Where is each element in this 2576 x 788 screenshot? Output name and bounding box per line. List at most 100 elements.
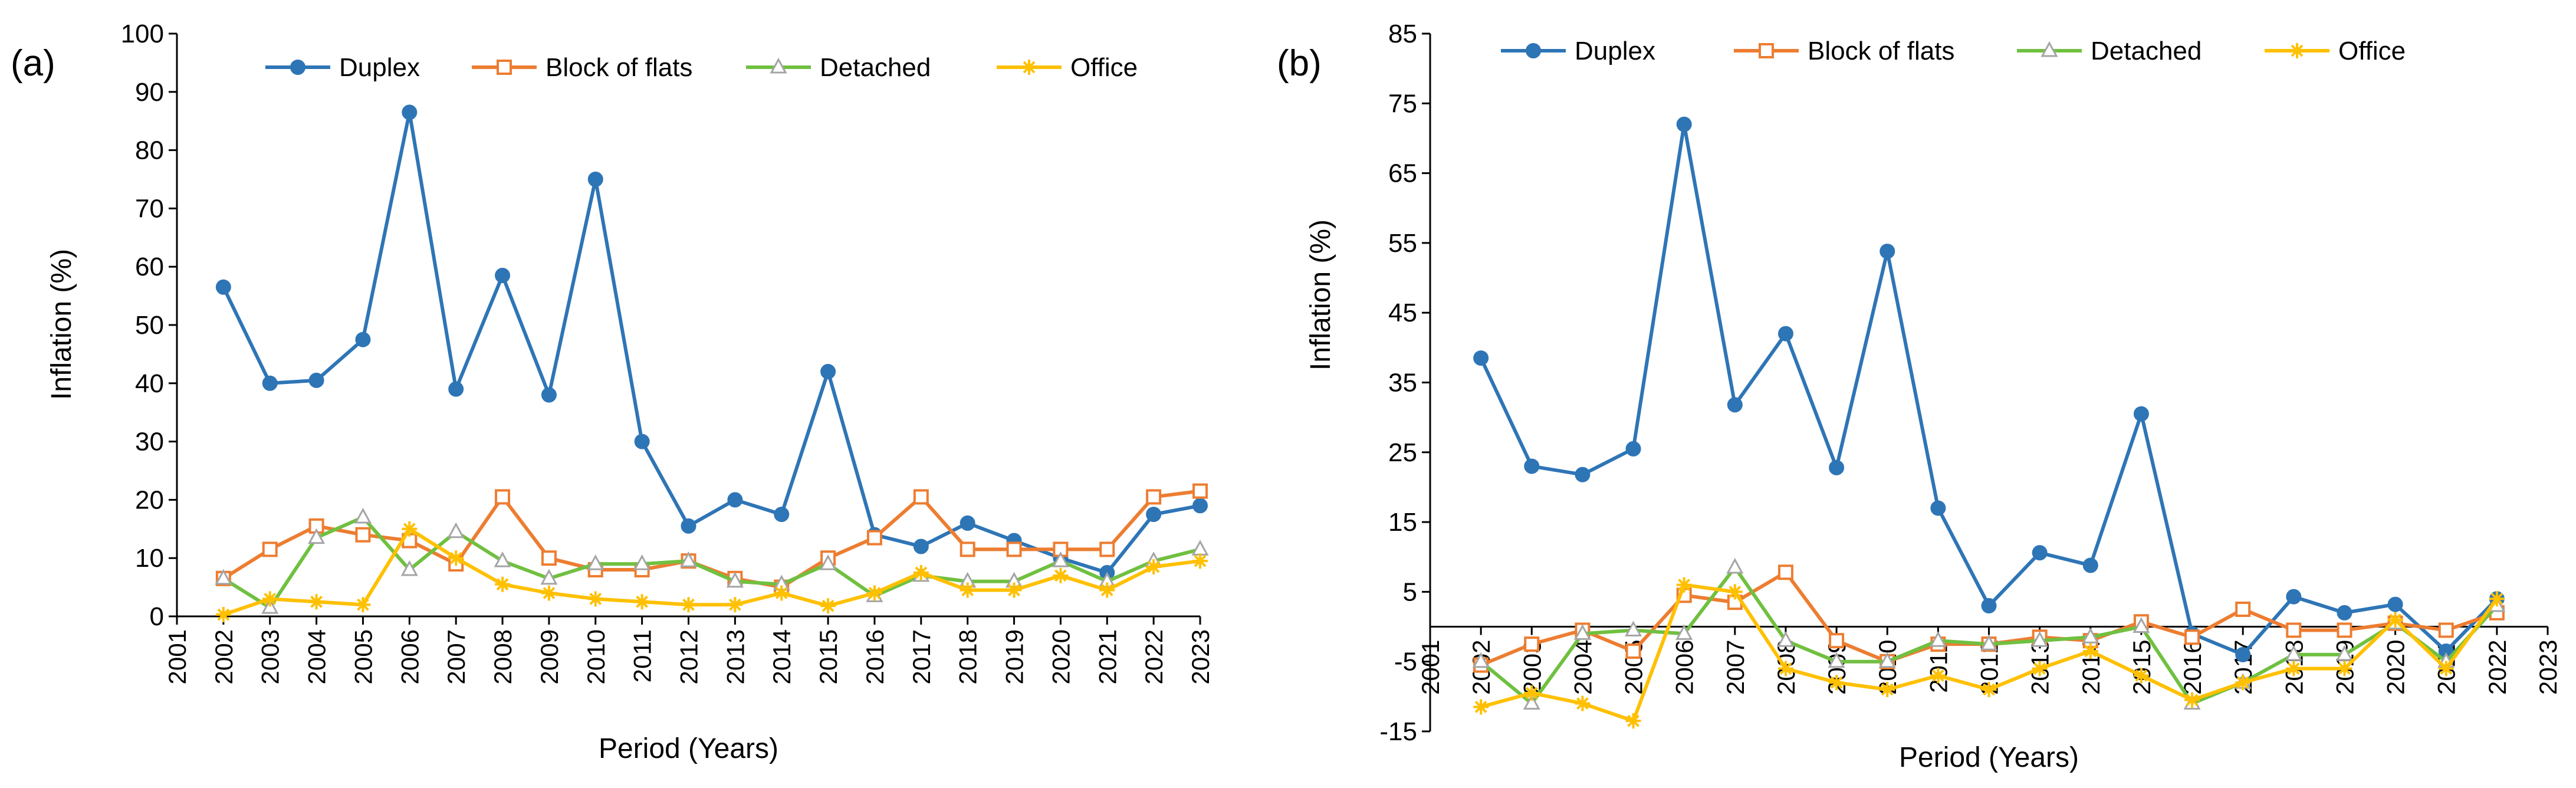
data-point [1981, 682, 1997, 698]
data-point [866, 530, 882, 546]
data-point [262, 541, 278, 557]
y-tick-label: 60 [135, 252, 164, 281]
data-point [354, 507, 372, 524]
chart-panel-a: (a) 0 10 20 30 40 50 60 70 80 90 100 2001 2002 2003 200… [11, 19, 1214, 764]
data-point [1829, 675, 1845, 691]
data-point [2337, 622, 2352, 638]
data-point [1880, 244, 1895, 260]
data-point [1727, 397, 1743, 413]
data-point [541, 550, 557, 566]
x-tick-label: 2013 [721, 629, 749, 684]
data-point [262, 591, 278, 607]
data-point [355, 527, 371, 543]
legend-label: Office [1070, 53, 1138, 82]
series-office [215, 521, 1208, 623]
panel-label: (b) [1277, 43, 1322, 84]
data-point [1573, 624, 1591, 640]
data-point [2335, 645, 2353, 661]
data-point [1052, 551, 1069, 567]
data-point [1625, 441, 1641, 457]
data-point [495, 489, 511, 505]
data-point [540, 569, 558, 585]
data-point [1777, 631, 1795, 647]
data-point [2235, 601, 2251, 617]
data-point [726, 572, 744, 588]
data-point [774, 585, 790, 601]
data-point [1980, 634, 1998, 651]
legend-marker [1759, 43, 1774, 58]
y-tick-label: 90 [135, 78, 164, 107]
data-point [1472, 652, 1490, 668]
data-point [2337, 605, 2352, 620]
series-detached [215, 507, 1209, 614]
legend-item: Detached [2017, 37, 2202, 65]
data-point [2082, 628, 2099, 643]
x-tick-label: 2020 [2382, 640, 2410, 695]
data-point [541, 387, 557, 403]
data-point [262, 375, 278, 391]
series-office [1473, 577, 2505, 729]
x-tick-label: 2002 [210, 629, 238, 684]
data-point [1473, 699, 1489, 715]
x-tick-label: 2003 [257, 629, 284, 684]
y-tick-label: 100 [121, 19, 164, 48]
data-point [1006, 582, 1022, 598]
data-point [634, 594, 650, 610]
legend-item: Duplex [265, 53, 420, 82]
x-tick-label: 2005 [349, 629, 377, 684]
y-axis-title: Inflation (%) [46, 249, 77, 400]
data-point [1006, 541, 1022, 557]
legend-label: Block of flats [546, 53, 692, 82]
x-tick-label: 2023 [2534, 640, 2562, 695]
legend-label: Block of flats [1808, 37, 1954, 65]
data-point [1981, 598, 1997, 614]
legend-marker [770, 57, 787, 74]
data-point [1575, 467, 1591, 482]
data-point [1727, 584, 1743, 600]
data-point [587, 591, 603, 607]
data-point [727, 492, 743, 508]
y-tick-label: 75 [1388, 89, 1417, 118]
data-point [448, 550, 464, 566]
data-point [866, 585, 882, 601]
data-point [774, 507, 790, 523]
legend-marker [290, 60, 305, 75]
data-point [1191, 540, 1209, 556]
data-point [1676, 577, 1692, 593]
legend-marker [2041, 41, 2058, 57]
data-point [448, 381, 464, 397]
series-line [1479, 122, 2499, 656]
legend-item: Block of flats [472, 53, 692, 82]
data-point [2031, 631, 2049, 647]
y-tick-label: 10 [135, 544, 164, 573]
y-tick-label: 25 [1388, 438, 1417, 467]
data-point [2337, 661, 2352, 677]
x-tick-label: 2015 [2128, 640, 2156, 695]
data-point [634, 434, 650, 449]
data-point [215, 569, 232, 585]
data-point [1777, 326, 1793, 342]
data-point [215, 607, 231, 623]
x-tick-label: 2001 [163, 629, 191, 684]
legend-item: Office [2265, 37, 2406, 65]
legend-item: Office [997, 53, 1138, 82]
y-tick-label: 35 [1388, 369, 1417, 398]
data-point [1524, 458, 1540, 474]
y-tick-label: 20 [135, 485, 164, 514]
x-tick-label: 2009 [535, 629, 563, 684]
x-tick-label: 2006 [1671, 640, 1698, 695]
y-tick-label: 70 [135, 194, 164, 223]
data-point [355, 331, 371, 347]
data-point [2184, 629, 2200, 645]
data-point [1878, 652, 1896, 668]
data-point [1625, 620, 1642, 636]
data-point [1146, 507, 1162, 523]
x-tick-label: 2004 [303, 629, 331, 684]
data-point [495, 268, 511, 284]
data-point [2235, 646, 2251, 662]
series-duplex [215, 104, 1208, 580]
x-tick-label: 2001 [1417, 640, 1444, 695]
data-point [1099, 541, 1115, 557]
data-point [402, 521, 418, 537]
data-point [1726, 557, 1744, 574]
